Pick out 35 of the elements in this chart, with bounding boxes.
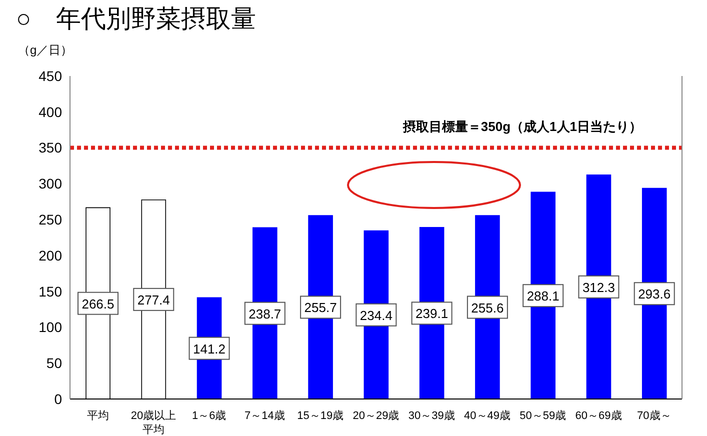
- y-axis-title: （g／日）: [18, 42, 73, 59]
- x-tick-label: 1～6歳: [192, 409, 226, 422]
- x-tick-label: 20歳以上平均: [130, 409, 176, 436]
- x-tick-label: 7～14歳: [244, 409, 285, 422]
- chart-title: ○ 年代別野菜摂取量: [16, 4, 256, 35]
- data-label: 141.2: [193, 341, 226, 356]
- data-label: 293.6: [638, 286, 671, 302]
- data-label: 266.5: [82, 296, 114, 312]
- x-tick-label: 平均: [86, 410, 109, 422]
- data-label: 239.1: [416, 306, 448, 322]
- y-tick-label: 100: [38, 319, 62, 336]
- x-tick-label: 40～49歳: [464, 409, 511, 422]
- x-tick-label: 60～69歳: [575, 409, 622, 422]
- x-tick-label: 50～59歳: [520, 409, 566, 422]
- data-label: 255.6: [471, 300, 504, 316]
- data-label: 277.4: [137, 292, 170, 308]
- x-tick-label: 70歳～: [637, 409, 672, 422]
- y-tick-label: 0: [54, 390, 62, 407]
- x-tick-label: 15～19歳: [297, 409, 344, 422]
- y-tick-label: 400: [38, 104, 62, 120]
- data-label: 255.7: [304, 300, 337, 316]
- x-tick-label: 30～39歳: [408, 409, 455, 422]
- data-label: 238.7: [248, 306, 282, 322]
- y-tick-label: 300: [38, 176, 62, 192]
- x-tick-label: 20～29歳: [352, 409, 400, 422]
- y-tick-label: 50: [46, 355, 62, 372]
- y-tick-label: 450: [38, 68, 62, 84]
- y-tick-label: 350: [38, 140, 62, 156]
- data-label: 312.3: [582, 280, 615, 295]
- y-tick-label: 200: [38, 247, 62, 264]
- ref-line-label: 摂取目標量＝350g（成人1人1日当たり）: [402, 118, 642, 134]
- y-tick-label: 150: [38, 283, 62, 300]
- data-label: 288.1: [526, 288, 560, 304]
- y-tick-label: 250: [38, 212, 62, 228]
- data-label: 234.4: [360, 308, 392, 323]
